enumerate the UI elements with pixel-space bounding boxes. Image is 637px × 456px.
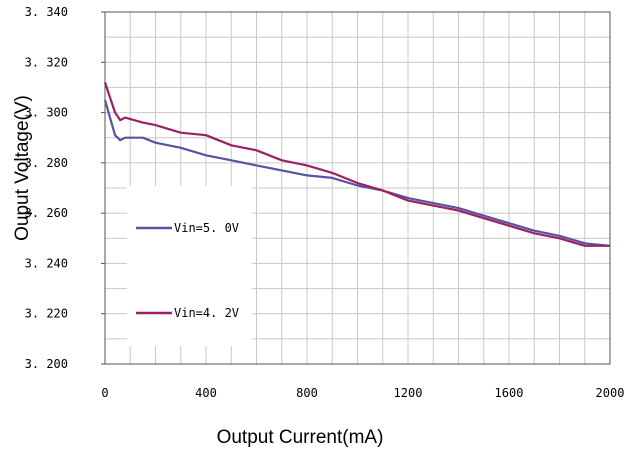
series-lines (103, 82, 611, 247)
plot-frame (104, 11, 611, 365)
x-tick-label: 800 (296, 386, 318, 400)
x-tick-labels: 0 400 800 1200 1600 2000 (101, 386, 624, 400)
y-tick-label: 3. 300 (25, 106, 68, 120)
x-tick-label: 1600 (495, 386, 524, 400)
legend (127, 186, 252, 346)
series-line-0 (103, 99, 611, 247)
legend-label: Vin=5. 0V (174, 221, 239, 235)
y-tick-label: 3. 340 (25, 5, 68, 19)
y-tick-labels: 3. 200 3. 220 3. 240 3. 260 3. 280 3. 300 3. 3… (25, 5, 105, 371)
x-tick-label: 2000 (596, 386, 625, 400)
grid (104, 11, 611, 365)
x-axis-title: Output Current(mA) (217, 427, 384, 448)
x-tick-label: 0 (101, 386, 108, 400)
legend-entries: Vin=5. 0V Vin=4. 2V (136, 221, 239, 320)
x-tick-label: 400 (195, 386, 217, 400)
legend-label: Vin=4. 2V (174, 306, 239, 320)
series-line-1 (103, 82, 610, 247)
y-tick-label: 3. 240 (25, 256, 68, 270)
y-tick-label: 3. 200 (25, 357, 68, 371)
y-axis-title: Ouput Voltage(V) (12, 95, 33, 241)
y-tick-label: 3. 260 (25, 206, 68, 220)
y-tick-label: 3. 320 (25, 55, 68, 69)
y-tick-label: 3. 280 (25, 156, 68, 170)
x-tick-label: 1200 (394, 386, 423, 400)
y-tick-label: 3. 220 (25, 307, 68, 321)
